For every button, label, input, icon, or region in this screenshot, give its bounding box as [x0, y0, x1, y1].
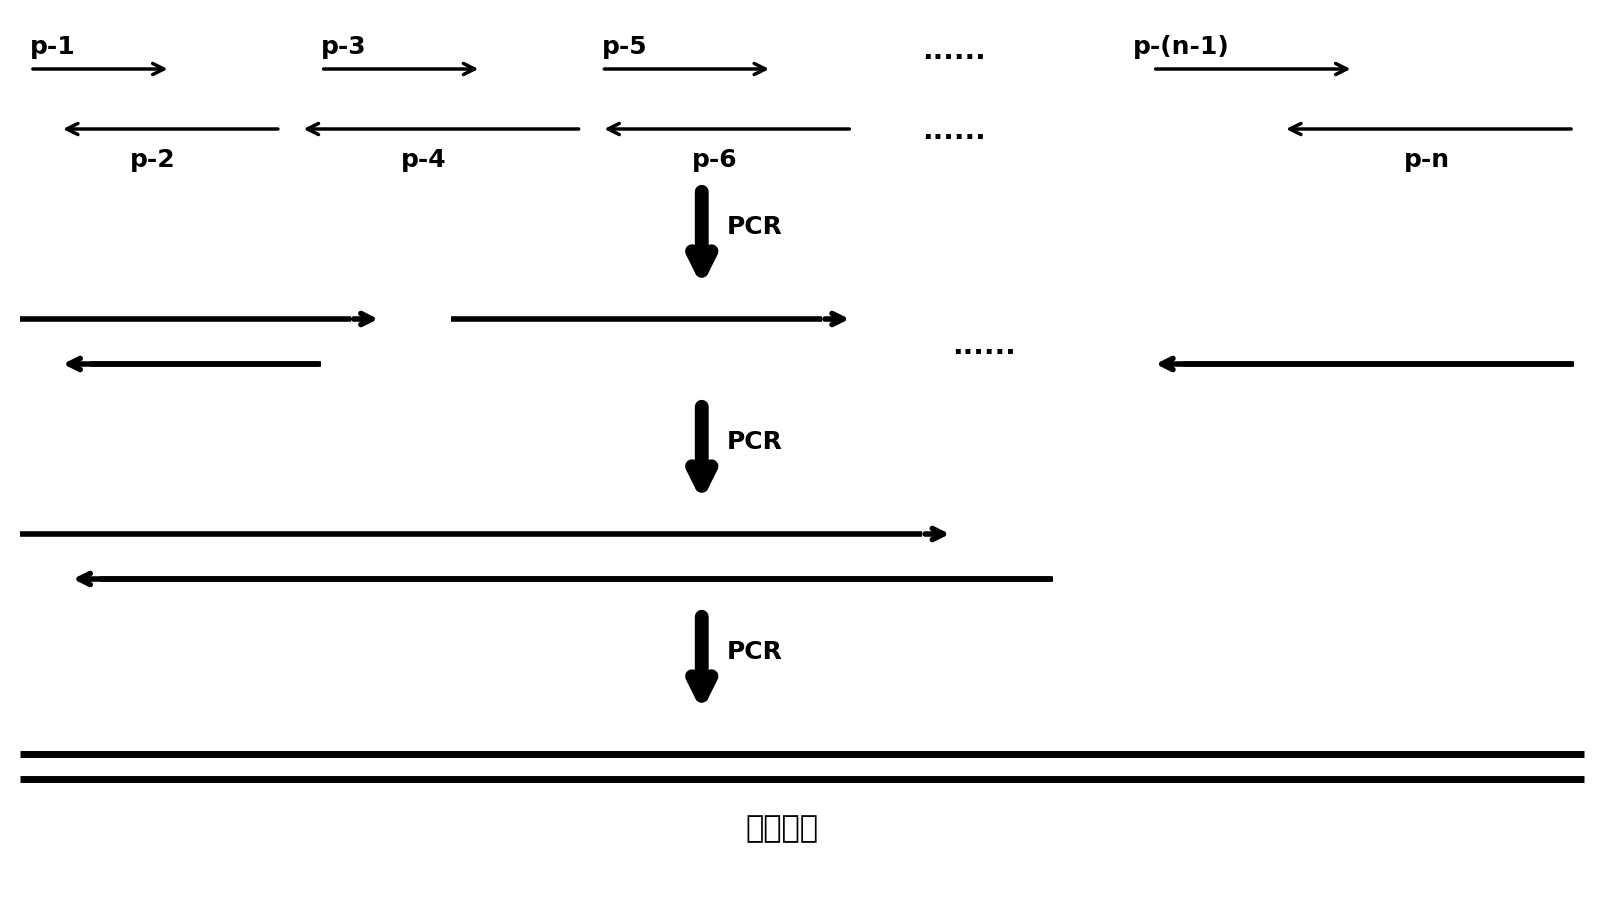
Text: 全长基因: 全长基因	[746, 814, 818, 844]
Text: p-n: p-n	[1404, 148, 1450, 172]
Text: PCR: PCR	[727, 215, 783, 239]
Text: ......: ......	[953, 332, 1015, 360]
Text: ......: ......	[922, 117, 986, 145]
Text: p-6: p-6	[691, 148, 738, 172]
Text: p-4: p-4	[401, 148, 446, 172]
Text: p-2: p-2	[130, 148, 176, 172]
Text: p-5: p-5	[602, 35, 646, 59]
Text: ......: ......	[922, 37, 986, 65]
Text: p-1: p-1	[30, 35, 75, 59]
Text: p-3: p-3	[321, 35, 366, 59]
Text: PCR: PCR	[727, 430, 783, 454]
Text: PCR: PCR	[727, 640, 783, 664]
Text: p-(n-1): p-(n-1)	[1132, 35, 1230, 59]
